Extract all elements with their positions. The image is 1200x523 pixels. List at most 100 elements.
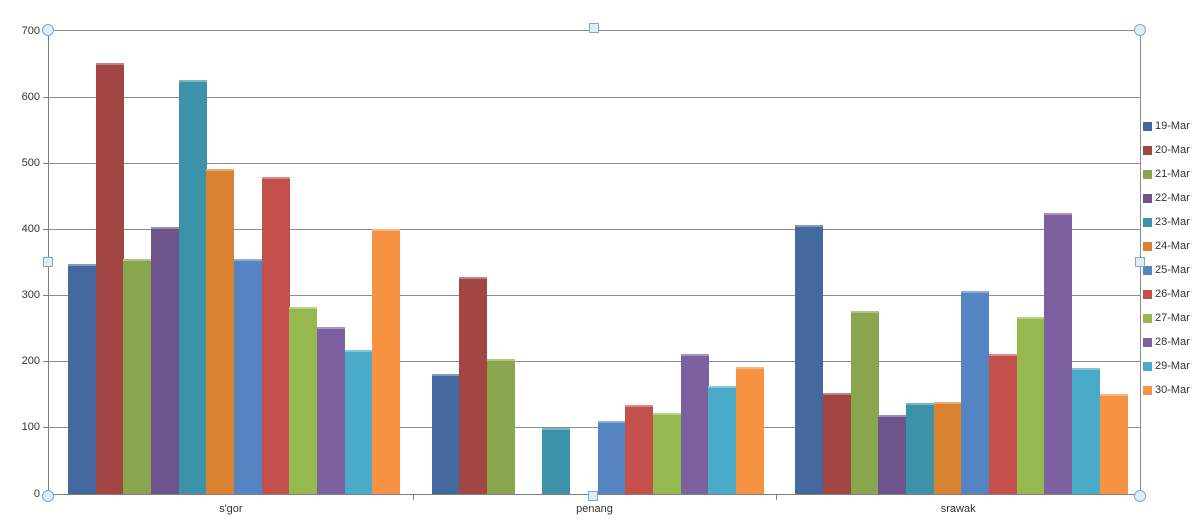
- legend-item-19-mar[interactable]: 19-Mar: [1143, 121, 1190, 132]
- legend-label: 28-Mar: [1155, 336, 1190, 348]
- bar-19-mar-s-gor[interactable]: [68, 263, 97, 494]
- legend-item-25-mar[interactable]: 25-Mar: [1143, 265, 1190, 276]
- x-axis-category-label-s-gor[interactable]: s'gor: [219, 503, 243, 515]
- y-axis-tick-label: 0: [33, 487, 40, 500]
- x-axis-tick-mark: [776, 495, 778, 500]
- legend-item-29-mar[interactable]: 29-Mar: [1143, 361, 1190, 372]
- selection-handle-mid-right[interactable]: [1135, 257, 1145, 267]
- legend-swatch-icon: [1143, 338, 1152, 347]
- bar-27-mar-srawak[interactable]: [1016, 317, 1045, 494]
- legend-label: 25-Mar: [1155, 264, 1190, 276]
- bar-21-mar-penang[interactable]: [486, 359, 516, 494]
- bar-20-mar-srawak[interactable]: [822, 393, 852, 494]
- bar-24-mar-srawak[interactable]: [933, 402, 962, 494]
- bar-30-mar-penang[interactable]: [735, 367, 765, 494]
- bar-21-mar-srawak[interactable]: [850, 311, 879, 494]
- selection-handle-top-mid[interactable]: [589, 23, 599, 33]
- legend[interactable]: 19-Mar 20-Mar 21-Mar 22-Mar 23-Mar 24-Mar 25-M…: [1143, 121, 1190, 409]
- bar-26-mar-s-gor[interactable]: [261, 177, 290, 494]
- bar-23-mar-srawak[interactable]: [905, 403, 935, 494]
- legend-label: 30-Mar: [1155, 384, 1190, 396]
- bar-29-mar-penang[interactable]: [708, 386, 737, 494]
- bar-27-mar-s-gor[interactable]: [289, 307, 318, 494]
- gridline: [49, 162, 1140, 164]
- y-axis-tick-label: 200: [21, 355, 40, 368]
- bar-26-mar-srawak[interactable]: [988, 354, 1018, 494]
- legend-swatch-icon: [1143, 146, 1152, 155]
- y-axis-tick-label: 100: [21, 421, 40, 434]
- selection-handle-top-right[interactable]: [1134, 24, 1146, 36]
- legend-label: 22-Mar: [1155, 192, 1190, 204]
- bar-24-mar-s-gor[interactable]: [206, 169, 235, 494]
- y-axis-tick-mark: [43, 228, 48, 230]
- legend-swatch-icon: [1143, 290, 1152, 299]
- legend-item-28-mar[interactable]: 28-Mar: [1143, 337, 1190, 348]
- legend-label: 26-Mar: [1155, 288, 1190, 300]
- bar-28-mar-penang[interactable]: [680, 354, 709, 494]
- y-axis-tick-label: 600: [21, 90, 40, 103]
- legend-swatch-icon: [1143, 218, 1152, 227]
- legend-item-20-mar[interactable]: 20-Mar: [1143, 145, 1190, 156]
- bar-30-mar-srawak[interactable]: [1099, 394, 1128, 494]
- legend-item-22-mar[interactable]: 22-Mar: [1143, 193, 1190, 204]
- legend-item-27-mar[interactable]: 27-Mar: [1143, 313, 1190, 324]
- legend-label: 29-Mar: [1155, 360, 1190, 372]
- gridline: [49, 295, 1140, 297]
- bar-20-mar-s-gor[interactable]: [95, 62, 124, 494]
- legend-item-23-mar[interactable]: 23-Mar: [1143, 217, 1190, 228]
- bar-22-mar-srawak[interactable]: [878, 414, 907, 494]
- x-axis-category-label-penang[interactable]: penang: [576, 503, 613, 515]
- legend-label: 19-Mar: [1155, 120, 1190, 132]
- legend-swatch-icon: [1143, 266, 1152, 275]
- x-axis-category-label-srawak[interactable]: srawak: [940, 503, 976, 515]
- bar-30-mar-s-gor[interactable]: [372, 229, 401, 494]
- legend-item-21-mar[interactable]: 21-Mar: [1143, 169, 1190, 180]
- legend-item-30-mar[interactable]: 30-Mar: [1143, 385, 1190, 396]
- y-axis-tick-label: 400: [21, 222, 40, 235]
- y-axis-tick-label: 700: [21, 24, 40, 37]
- selection-handle-mid-left[interactable]: [43, 257, 53, 267]
- y-axis-tick-mark: [43, 427, 48, 429]
- y-axis-tick-mark: [43, 361, 48, 363]
- bar-26-mar-penang[interactable]: [625, 404, 654, 494]
- selection-handle-bottom-right[interactable]: [1134, 490, 1146, 502]
- y-axis-tick-label: 500: [21, 156, 40, 169]
- bar-22-mar-s-gor[interactable]: [150, 227, 180, 494]
- bar-28-mar-s-gor[interactable]: [316, 326, 346, 494]
- selection-handle-bottom-mid[interactable]: [588, 491, 598, 501]
- bar-29-mar-s-gor[interactable]: [344, 349, 373, 494]
- bar-25-mar-s-gor[interactable]: [233, 259, 263, 494]
- legend-swatch-icon: [1143, 314, 1152, 323]
- bar-29-mar-srawak[interactable]: [1071, 368, 1101, 494]
- bar-21-mar-s-gor[interactable]: [123, 259, 152, 494]
- bar-23-mar-s-gor[interactable]: [178, 79, 207, 494]
- legend-label: 20-Mar: [1155, 144, 1190, 156]
- bar-27-mar-penang[interactable]: [652, 412, 682, 494]
- legend-item-24-mar[interactable]: 24-Mar: [1143, 241, 1190, 252]
- legend-swatch-icon: [1143, 122, 1152, 131]
- bar-25-mar-penang[interactable]: [597, 420, 626, 494]
- selection-handle-bottom-left[interactable]: [42, 490, 54, 502]
- bar-20-mar-penang[interactable]: [459, 277, 488, 494]
- y-axis-tick-mark: [43, 162, 48, 164]
- legend-label: 24-Mar: [1155, 240, 1190, 252]
- plot-area[interactable]: [48, 30, 1141, 495]
- bar-19-mar-srawak[interactable]: [795, 225, 824, 494]
- y-axis-tick-mark: [43, 295, 48, 297]
- legend-swatch-icon: [1143, 386, 1152, 395]
- legend-item-26-mar[interactable]: 26-Mar: [1143, 289, 1190, 300]
- legend-swatch-icon: [1143, 362, 1152, 371]
- bar-25-mar-srawak[interactable]: [961, 290, 990, 494]
- y-axis-tick-mark: [43, 96, 48, 98]
- legend-swatch-icon: [1143, 170, 1152, 179]
- bar-28-mar-srawak[interactable]: [1044, 212, 1073, 494]
- gridline: [49, 427, 1140, 429]
- selection-handle-top-left[interactable]: [42, 24, 54, 36]
- gridline: [49, 361, 1140, 363]
- bar-19-mar-penang[interactable]: [431, 374, 460, 494]
- legend-swatch-icon: [1143, 242, 1152, 251]
- legend-label: 21-Mar: [1155, 168, 1190, 180]
- legend-swatch-icon: [1143, 194, 1152, 203]
- bar-23-mar-penang[interactable]: [542, 427, 571, 494]
